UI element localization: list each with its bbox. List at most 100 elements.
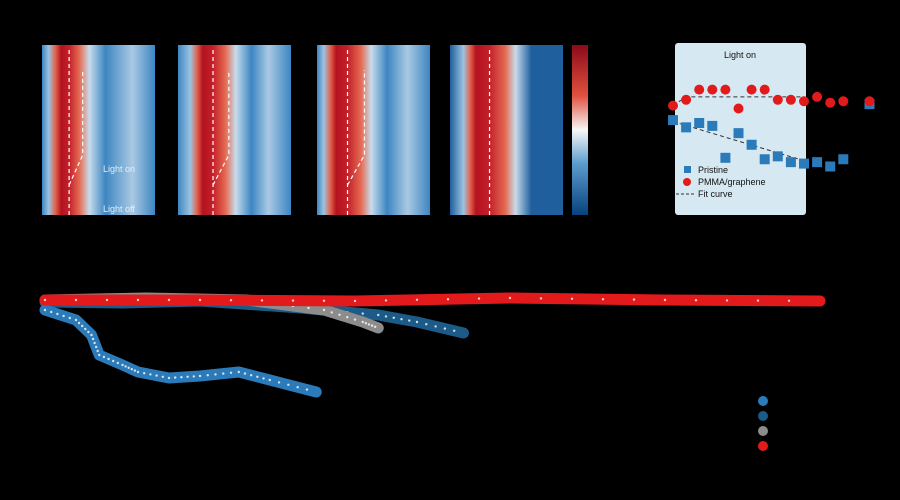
data-point — [733, 128, 744, 139]
scatter-panel: Light on Pristine PMMA/graphene Fit curv… — [668, 43, 875, 215]
data-point — [186, 375, 189, 378]
data-point — [668, 100, 678, 111]
data-point — [56, 312, 59, 316]
data-point — [338, 313, 341, 316]
series-line — [39, 292, 826, 307]
data-point — [508, 296, 512, 300]
legend-pmma-graphene: PMMA/graphene — [698, 177, 766, 187]
data-point — [681, 94, 692, 105]
data-point — [93, 341, 96, 345]
data-point — [361, 312, 364, 315]
data-point — [812, 157, 823, 168]
data-point — [446, 298, 450, 301]
data-point — [400, 318, 403, 321]
data-point — [330, 311, 333, 314]
data-point — [785, 94, 796, 105]
data-point — [601, 298, 605, 301]
data-point — [287, 383, 290, 386]
data-point — [570, 297, 574, 300]
data-point — [694, 299, 698, 302]
data-point — [434, 325, 437, 328]
data-point — [256, 375, 259, 378]
data-point — [415, 320, 419, 324]
data-point — [105, 298, 109, 302]
data-point — [453, 329, 456, 332]
data-point — [222, 372, 225, 375]
data-point — [756, 299, 760, 302]
data-point — [180, 376, 183, 379]
data-point — [198, 298, 202, 302]
data-point — [161, 375, 164, 378]
heatmap — [317, 45, 430, 215]
legend: Pristine PMMA/graphene Fit curve — [676, 165, 766, 199]
annotation: Light on — [103, 164, 135, 174]
data-point — [249, 374, 253, 377]
data-point — [214, 373, 217, 376]
data-point — [167, 298, 171, 302]
data-point — [102, 355, 106, 359]
data-point — [707, 84, 718, 95]
legend-fit-curve: Fit curve — [698, 189, 733, 199]
data-point — [81, 324, 84, 328]
data-point — [260, 299, 264, 302]
data-point — [733, 103, 744, 114]
data-point — [167, 376, 171, 380]
heatmap-panel-2 — [178, 45, 291, 215]
data-point — [707, 120, 718, 131]
data-point — [694, 84, 705, 95]
data-point — [50, 310, 53, 314]
data-point — [425, 323, 428, 326]
data-point — [746, 139, 757, 150]
data-point — [759, 154, 770, 165]
data-point — [133, 369, 137, 372]
data-point — [229, 299, 233, 302]
data-point — [720, 152, 731, 163]
data-point — [443, 327, 447, 330]
data-point — [415, 298, 419, 301]
data-point — [84, 327, 87, 331]
data-point — [408, 319, 411, 322]
annotation: Light off — [103, 204, 135, 214]
data-point — [367, 323, 371, 326]
data-point — [785, 157, 796, 168]
data-point — [799, 158, 809, 169]
data-point — [364, 322, 368, 325]
data-point — [43, 308, 47, 312]
bottom-legend — [758, 396, 768, 451]
data-point — [361, 320, 364, 324]
data-point — [237, 370, 240, 374]
data-point — [307, 306, 310, 310]
heatmap-panel-3 — [317, 45, 430, 215]
colorbar — [572, 45, 588, 215]
data-point — [353, 318, 357, 321]
data-point — [87, 330, 90, 334]
data-point — [864, 96, 875, 107]
data-point — [384, 299, 388, 302]
data-point — [77, 321, 81, 325]
data-point — [94, 345, 98, 349]
data-point — [825, 97, 836, 108]
data-point — [136, 370, 140, 374]
data-point — [98, 353, 101, 357]
data-point — [668, 115, 678, 126]
data-point — [772, 151, 783, 162]
data-point — [90, 333, 93, 337]
data-point — [346, 316, 349, 319]
legend-pristine: Pristine — [698, 165, 728, 175]
data-point — [370, 324, 374, 327]
heatmap — [450, 45, 563, 215]
data-point — [268, 378, 271, 382]
series-line — [39, 304, 322, 398]
data-point — [136, 298, 140, 302]
data-point — [725, 299, 729, 302]
data-point — [174, 376, 177, 379]
data-point — [155, 374, 158, 377]
data-point — [353, 299, 357, 303]
data-point — [121, 363, 124, 367]
chart-title: Light on — [724, 50, 756, 60]
data-point — [291, 299, 295, 302]
data-point — [322, 308, 326, 312]
data-point — [277, 381, 281, 384]
data-point — [322, 299, 326, 302]
